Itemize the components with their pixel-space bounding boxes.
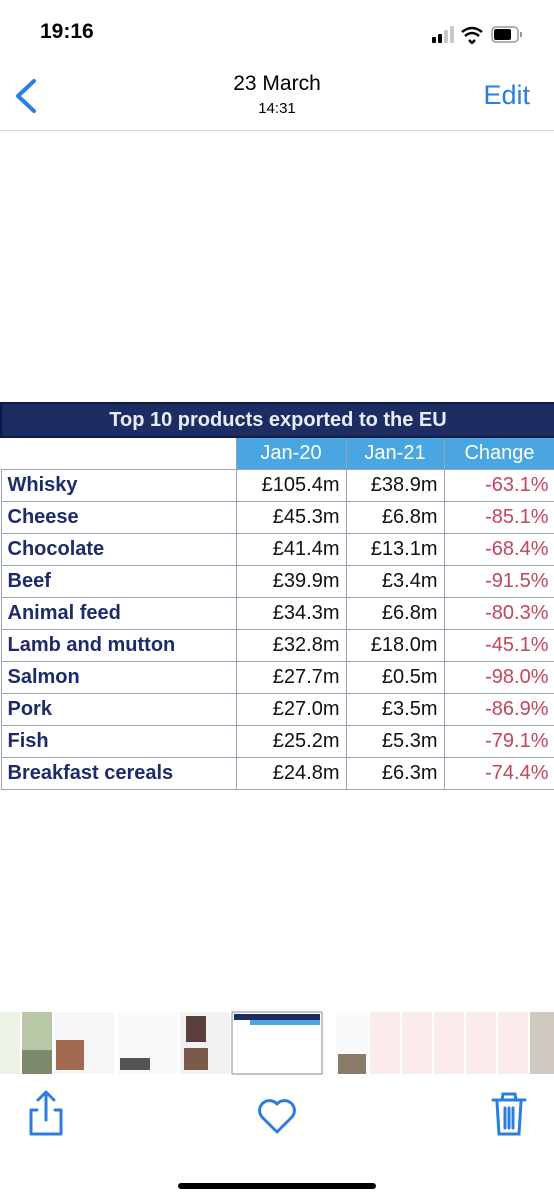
jan21-value: £3.5m — [345, 693, 445, 726]
product-name: Pork — [0, 693, 237, 726]
jan20-value: £24.8m — [235, 757, 347, 790]
table-row: Fish £25.2m £5.3m -79.1% — [0, 725, 554, 758]
favorite-button[interactable] — [258, 1099, 296, 1134]
jan20-value: £32.8m — [235, 629, 347, 662]
share-button[interactable] — [29, 1090, 63, 1136]
jan20-value: £27.7m — [235, 661, 347, 694]
delete-button[interactable] — [491, 1092, 527, 1136]
change-value: -85.1% — [443, 501, 554, 534]
separator — [0, 130, 554, 131]
change-value: -74.4% — [443, 757, 554, 790]
back-button[interactable] — [12, 78, 38, 114]
edit-button[interactable]: Edit — [483, 80, 530, 110]
table-row: Chocolate £41.4m £13.1m -68.4% — [0, 533, 554, 566]
table-row: Lamb and mutton £32.8m £18.0m -45.1% — [0, 629, 554, 662]
table-row: Cheese £45.3m £6.8m -85.1% — [0, 501, 554, 534]
table-row: Whisky £105.4m £38.9m -63.1% — [0, 469, 554, 502]
product-name: Whisky — [0, 469, 237, 502]
product-name: Animal feed — [0, 597, 237, 630]
product-name: Breakfast cereals — [0, 757, 237, 790]
product-name: Chocolate — [0, 533, 237, 566]
jan20-value: £41.4m — [235, 533, 347, 566]
column-header: Jan-20 — [235, 436, 347, 470]
jan21-value: £5.3m — [345, 725, 445, 758]
nav-date: 23 March — [233, 72, 321, 95]
table-row: Pork £27.0m £3.5m -86.9% — [0, 693, 554, 726]
jan21-value: £6.8m — [345, 501, 445, 534]
change-value: -91.5% — [443, 565, 554, 598]
change-value: -45.1% — [443, 629, 554, 662]
jan21-value: £6.3m — [345, 757, 445, 790]
jan20-value: £25.2m — [235, 725, 347, 758]
product-name: Salmon — [0, 661, 237, 694]
photo-table: Top 10 products exported to the EU Jan-2… — [0, 402, 554, 790]
toolbar — [29, 1090, 527, 1136]
blank-cell — [1, 437, 236, 470]
jan20-value: £27.0m — [235, 693, 347, 726]
jan21-value: £13.1m — [345, 533, 445, 566]
column-header: Change — [443, 436, 554, 470]
change-value: -63.1% — [443, 469, 554, 502]
change-value: -98.0% — [443, 661, 554, 694]
table-row: Breakfast cereals £24.8m £6.3m -74.4% — [0, 757, 554, 790]
jan21-value: £0.5m — [345, 661, 445, 694]
jan20-value: £34.3m — [235, 597, 347, 630]
thumbnail-strip[interactable] — [0, 1010, 554, 1076]
jan21-value: £3.4m — [345, 565, 445, 598]
status-icons — [432, 26, 522, 44]
product-name: Cheese — [0, 501, 237, 534]
product-name: Fish — [0, 725, 237, 758]
product-name: Lamb and mutton — [0, 629, 237, 662]
change-value: -80.3% — [443, 597, 554, 630]
status-time: 19:16 — [40, 20, 94, 43]
jan20-value: £45.3m — [235, 501, 347, 534]
jan21-value: £18.0m — [345, 629, 445, 662]
table-row: Animal feed £34.3m £6.8m -80.3% — [0, 597, 554, 630]
change-value: -79.1% — [443, 725, 554, 758]
jan21-value: £38.9m — [345, 469, 445, 502]
product-name: Beef — [0, 565, 237, 598]
jan20-value: £39.9m — [235, 565, 347, 598]
nav-time: 14:31 — [258, 100, 296, 117]
table-row: Beef £39.9m £3.4m -91.5% — [0, 565, 554, 598]
jan21-value: £6.8m — [345, 597, 445, 630]
column-header: Jan-21 — [345, 436, 445, 470]
change-value: -68.4% — [443, 533, 554, 566]
change-value: -86.9% — [443, 693, 554, 726]
table-title: Top 10 products exported to the EU — [0, 402, 554, 438]
table-row: Salmon £27.7m £0.5m -98.0% — [0, 661, 554, 694]
jan20-value: £105.4m — [235, 469, 347, 502]
home-indicator — [178, 1183, 376, 1189]
